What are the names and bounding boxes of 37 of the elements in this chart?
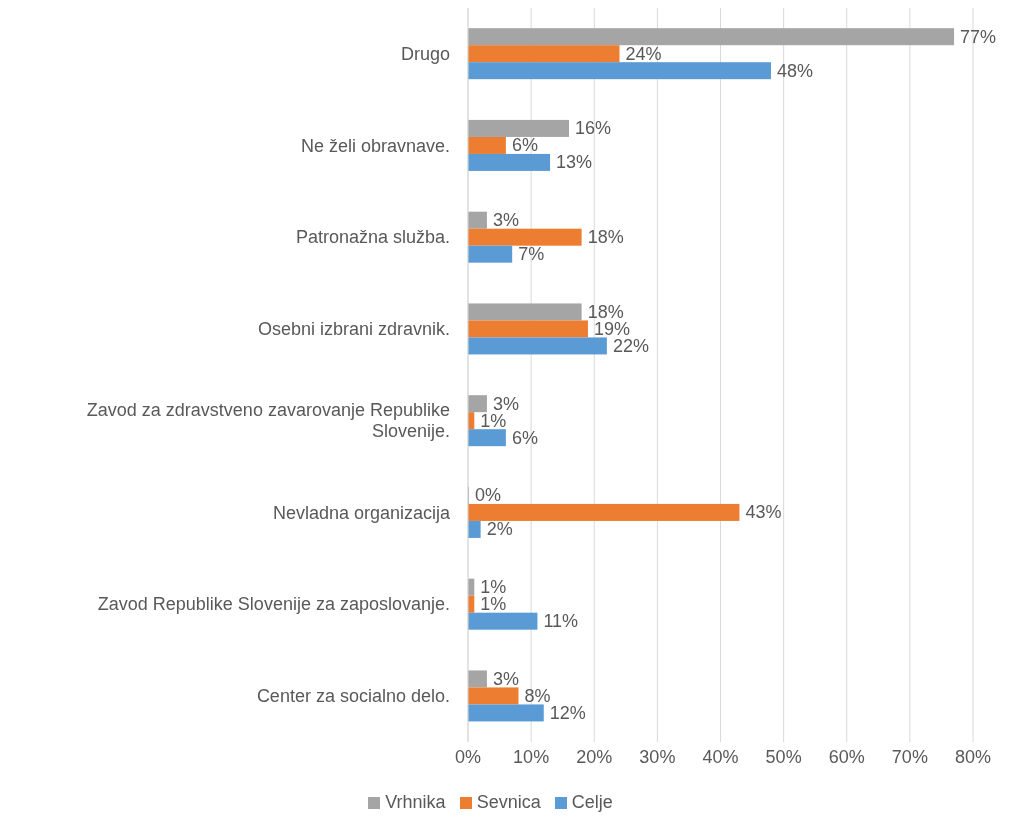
legend-label: Vrhnika bbox=[384, 792, 446, 813]
data-label: 2% bbox=[486, 519, 513, 540]
data-label: 48% bbox=[777, 60, 814, 81]
data-label: 18% bbox=[587, 227, 624, 248]
y-tick-label: Osebni izbrani zdravnik. bbox=[257, 319, 450, 340]
y-tick-label: Zavod za zdravstveno zavarovanje Republike Slovenije. bbox=[86, 400, 450, 442]
y-tick-label: Patronažna služba. bbox=[295, 227, 450, 248]
x-tick-label: 40% bbox=[702, 746, 739, 767]
data-label: 43% bbox=[745, 502, 782, 523]
x-tick-label: 50% bbox=[765, 746, 802, 767]
y-tick-label: Center za socialno delo. bbox=[256, 686, 450, 707]
x-tick-label: 80% bbox=[954, 746, 992, 767]
data-label: 6% bbox=[511, 427, 538, 448]
data-label: 6% bbox=[511, 135, 538, 156]
data-label: 7% bbox=[518, 244, 545, 265]
data-label: 11% bbox=[543, 611, 579, 632]
x-tick-label: 20% bbox=[576, 746, 613, 767]
x-tick-label: 60% bbox=[828, 746, 865, 767]
data-label: 24% bbox=[625, 43, 662, 64]
data-label: 16% bbox=[575, 118, 612, 139]
y-tick-label: Ne želi obravnave. bbox=[300, 135, 450, 156]
data-label: 3% bbox=[492, 210, 519, 231]
x-tick-label: 70% bbox=[891, 746, 928, 767]
data-label: 0% bbox=[475, 485, 502, 506]
y-tick-label: Drugo bbox=[400, 43, 450, 64]
y-tick-label: Zavod Republike Slovenije za zaposlovanje. bbox=[97, 594, 450, 615]
data-label: 77% bbox=[960, 26, 997, 47]
x-tick-label: 10% bbox=[513, 746, 550, 767]
y-tick-label: Nevladna organizacija bbox=[272, 502, 451, 523]
data-label: 12% bbox=[549, 702, 586, 723]
data-label: 13% bbox=[556, 152, 593, 173]
x-tick-label: 30% bbox=[639, 746, 676, 767]
legend-label: Sevnica bbox=[475, 792, 541, 813]
x-tick-label: 0% bbox=[454, 746, 482, 767]
data-label: 3% bbox=[492, 668, 519, 689]
legend-label: Celje bbox=[570, 792, 613, 813]
data-label: 8% bbox=[524, 685, 551, 706]
